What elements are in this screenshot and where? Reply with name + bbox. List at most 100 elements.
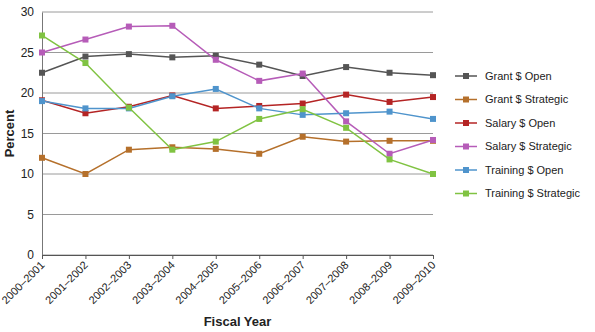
y-axis-line <box>42 13 43 256</box>
y-tick-label: 20 <box>21 86 35 100</box>
x-tick-mark <box>42 255 43 259</box>
data-point <box>430 72 436 78</box>
legend-item: Salary $ Open <box>455 117 555 129</box>
data-point <box>126 24 132 30</box>
x-tick: 2006–2007 <box>260 255 307 306</box>
x-tick: 2001–2002 <box>43 255 90 306</box>
legend-label: Salary $ Strategic <box>485 140 572 152</box>
data-point <box>300 106 306 112</box>
y-tick-label: 5 <box>27 208 34 222</box>
data-point <box>387 70 393 76</box>
data-point <box>343 139 349 145</box>
y-tick-label: 30 <box>21 5 35 19</box>
data-point <box>430 171 436 177</box>
legend-marker <box>463 73 469 79</box>
data-point <box>256 62 262 68</box>
x-tick-mark <box>85 255 86 259</box>
y-tick: 10 <box>21 167 42 181</box>
legend-label: Salary $ Open <box>485 117 555 129</box>
grid-line <box>42 133 433 134</box>
data-point <box>82 171 88 177</box>
data-point <box>300 101 306 107</box>
x-tick-label: 2007–2008 <box>303 259 350 306</box>
data-point <box>82 54 88 60</box>
y-tick: 15 <box>21 127 42 141</box>
x-tick: 2002–2003 <box>86 255 133 306</box>
x-tick: 2005–2006 <box>216 255 263 306</box>
series <box>39 23 436 157</box>
x-tick-label: 2009–2010 <box>390 259 437 306</box>
data-point <box>300 134 306 140</box>
data-point <box>343 92 349 98</box>
legend-item: Grant $ Open <box>455 70 552 82</box>
data-point <box>387 138 393 144</box>
data-point <box>343 118 349 124</box>
series-line <box>42 89 433 119</box>
data-point <box>387 99 393 105</box>
legend: Grant $ Open Grant $ Strategic Salary $ Op… <box>455 70 580 200</box>
y-tick: 25 <box>21 46 42 60</box>
legend-label: Training $ Strategic <box>485 187 580 199</box>
y-axis: 0 5 10 15 20 25 30 <box>21 5 43 262</box>
legend-item: Salary $ Strategic <box>455 140 572 152</box>
x-axis-line <box>43 255 434 256</box>
x-tick-label: 2006–2007 <box>260 259 307 306</box>
legend-item: Training $ Strategic <box>455 187 580 199</box>
data-point <box>430 138 436 144</box>
data-point <box>169 23 175 29</box>
data-point <box>169 93 175 99</box>
x-tick-label: 2002–2003 <box>86 259 133 306</box>
legend-item: Training $ Open <box>455 164 563 176</box>
data-point <box>39 32 45 38</box>
legend-item: Grant $ Strategic <box>455 93 569 105</box>
x-tick-label: 2004–2005 <box>173 259 220 306</box>
y-tick: 20 <box>21 86 42 100</box>
data-point <box>213 86 219 92</box>
x-tick-mark <box>216 255 217 259</box>
x-tick-mark <box>390 255 391 259</box>
x-tick-mark <box>129 255 130 259</box>
legend-marker <box>463 167 469 173</box>
chart: 0510152025302000–20012001–20022002–20032… <box>0 0 595 332</box>
x-tick: 2008–2009 <box>347 255 394 306</box>
data-point <box>256 105 262 111</box>
data-point <box>126 104 132 110</box>
data-point <box>39 50 45 56</box>
data-point <box>430 116 436 122</box>
data-point <box>126 51 132 57</box>
series-line <box>42 54 433 76</box>
data-point <box>39 155 45 161</box>
x-tick: 2009–2010 <box>390 255 437 306</box>
series-line <box>42 26 433 154</box>
data-point <box>387 151 393 157</box>
y-tick-label: 10 <box>21 167 35 181</box>
y-tick-label: 0 <box>27 248 34 262</box>
series-line <box>42 35 433 174</box>
data-point <box>169 54 175 60</box>
x-tick-label: 2000–2001 <box>0 259 47 306</box>
legend-marker <box>463 144 469 150</box>
data-point <box>39 70 45 76</box>
data-point <box>39 97 45 103</box>
x-tick: 2003–2004 <box>130 255 177 306</box>
series-line <box>42 95 433 114</box>
x-tick-mark <box>433 255 434 259</box>
legend-marker <box>463 191 469 197</box>
data-point <box>82 37 88 43</box>
x-axis-title: Fiscal Year <box>204 314 272 329</box>
data-point <box>213 139 219 145</box>
data-point <box>126 105 132 111</box>
grid-line <box>42 93 433 94</box>
y-axis-title: Percent <box>2 109 17 157</box>
grid-line <box>42 214 433 215</box>
data-point <box>430 137 436 143</box>
grid-line <box>42 255 433 256</box>
x-tick: 2004–2005 <box>173 255 220 306</box>
x-tick-mark <box>303 255 304 259</box>
data-point <box>213 57 219 63</box>
series <box>39 134 436 177</box>
data-point <box>213 146 219 152</box>
legend-label: Training $ Open <box>485 164 563 176</box>
series <box>39 86 436 122</box>
data-point <box>343 64 349 70</box>
